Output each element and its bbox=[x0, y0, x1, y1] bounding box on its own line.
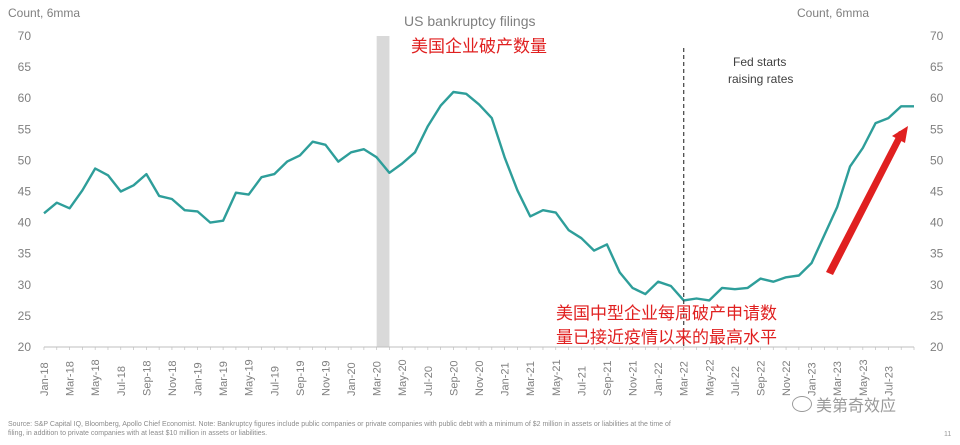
x-tick-label: Jan-23 bbox=[807, 362, 819, 396]
y-tick-label-right: 40 bbox=[930, 216, 944, 230]
y-tick-label-right: 45 bbox=[930, 185, 944, 199]
x-tick-label: Jan-20 bbox=[346, 362, 358, 396]
x-tick-label: Mar-20 bbox=[372, 361, 384, 396]
x-tick-label: Jan-21 bbox=[500, 362, 512, 396]
covid-shaded-region bbox=[376, 36, 390, 347]
x-tick-label: Sep-20 bbox=[448, 361, 460, 396]
x-tick-label: May-23 bbox=[858, 359, 870, 396]
y-tick-label-right: 20 bbox=[930, 340, 944, 354]
x-tick-label: Jul-22 bbox=[730, 366, 742, 396]
x-tick-label: Mar-22 bbox=[679, 361, 691, 396]
x-tick-label: Jul-23 bbox=[883, 366, 895, 396]
y-axis-left-label: Count, 6mma bbox=[8, 6, 80, 20]
y-tick-label-left: 40 bbox=[18, 216, 32, 230]
x-tick-label: Sep-22 bbox=[755, 361, 767, 396]
y-tick-label-right: 25 bbox=[930, 309, 944, 323]
x-tick-label: May-20 bbox=[397, 359, 409, 396]
chart-title: US bankruptcy filings bbox=[404, 13, 536, 29]
bankruptcy-series-line bbox=[43, 90, 914, 302]
wechat-icon bbox=[792, 396, 812, 412]
x-tick-label: May-21 bbox=[551, 359, 563, 396]
y-tick-label-right: 65 bbox=[930, 60, 944, 74]
fed-label-line2: raising rates bbox=[728, 72, 793, 86]
watermark: 美第奇效应 bbox=[792, 392, 896, 416]
x-tick-label: Jul-19 bbox=[269, 366, 281, 396]
y-tick-label-right: 35 bbox=[930, 247, 944, 261]
footnote-line2: filing, in addition to private companies… bbox=[8, 430, 268, 437]
y-tick-label-left: 20 bbox=[18, 340, 32, 354]
x-tick-label: May-18 bbox=[90, 359, 102, 396]
x-tick-label: Mar-23 bbox=[832, 361, 844, 396]
x-tick-label: Nov-21 bbox=[628, 361, 640, 396]
source-footnote: Source: S&P Capital IQ, Bloomberg, Apoll… bbox=[8, 420, 908, 438]
cn-title-annotation: 美国企业破产数量 bbox=[411, 37, 547, 57]
y-tick-label-right: 55 bbox=[930, 122, 944, 136]
y-tick-label-left: 30 bbox=[18, 278, 32, 292]
x-tick-label: Jan-22 bbox=[653, 362, 665, 396]
y-tick-label-left: 65 bbox=[18, 60, 32, 74]
cn-note-line1: 美国中型企业每周破产申请数 bbox=[556, 304, 777, 324]
arrow-head bbox=[892, 126, 908, 143]
x-axis: Jan-18 Mar-18 May-18 Jul-18 Sep-18 Nov-18 Jan-… bbox=[39, 346, 915, 396]
y-tick-label-left: 35 bbox=[18, 247, 32, 261]
y-axis-left: 20 25 30 35 40 45 50 55 60 65 70 bbox=[18, 29, 32, 354]
x-tick-label: Jul-21 bbox=[576, 366, 588, 396]
y-tick-label-left: 50 bbox=[18, 153, 32, 167]
x-tick-label: Mar-19 bbox=[218, 361, 230, 396]
red-arrow bbox=[826, 126, 908, 275]
y-tick-label-right: 30 bbox=[930, 278, 944, 292]
watermark-text: 美第奇效应 bbox=[816, 396, 897, 415]
y-tick-label-left: 60 bbox=[18, 91, 32, 105]
x-tick-label: Nov-20 bbox=[474, 361, 486, 396]
x-tick-label: Jul-20 bbox=[423, 366, 435, 396]
x-tick-label: May-22 bbox=[704, 359, 716, 396]
x-tick-label: Mar-21 bbox=[525, 361, 537, 396]
footnote-line1: Source: S&P Capital IQ, Bloomberg, Apoll… bbox=[8, 421, 671, 428]
fed-label-line1: Fed starts bbox=[733, 55, 786, 69]
shaded-bar bbox=[376, 36, 390, 347]
x-tick-label: Jan-18 bbox=[39, 362, 51, 396]
y-tick-label-left: 45 bbox=[18, 185, 32, 199]
y-tick-label-left: 25 bbox=[18, 309, 32, 323]
x-tick-label: May-19 bbox=[244, 359, 256, 396]
y-tick-label-left: 55 bbox=[18, 122, 32, 136]
y-axis-right-label: Count, 6mma bbox=[797, 6, 869, 20]
x-tick-label: Mar-18 bbox=[65, 361, 77, 396]
y-tick-label-left: 70 bbox=[18, 29, 32, 43]
y-tick-label-right: 50 bbox=[930, 153, 944, 167]
x-tick-label: Nov-18 bbox=[167, 361, 179, 396]
cn-note-line2: 量已接近疫情以来的最高水平 bbox=[556, 328, 777, 348]
x-tick-label: Nov-19 bbox=[320, 361, 332, 396]
y-tick-label-right: 70 bbox=[930, 29, 944, 43]
arrow-shaft bbox=[826, 131, 905, 275]
x-tick-label: Nov-22 bbox=[781, 361, 793, 396]
x-tick-label: Sep-18 bbox=[141, 361, 153, 396]
x-tick-label: Sep-21 bbox=[602, 361, 614, 396]
x-tick-label: Sep-19 bbox=[295, 361, 307, 396]
series-layer bbox=[43, 90, 914, 302]
x-tick-label: Jan-19 bbox=[193, 362, 205, 396]
x-tick-label: Jul-18 bbox=[116, 366, 128, 396]
y-tick-label-right: 60 bbox=[930, 91, 944, 105]
page-number: 11 bbox=[944, 431, 952, 438]
y-axis-right: 20 25 30 35 40 45 50 55 60 65 70 bbox=[930, 29, 944, 354]
